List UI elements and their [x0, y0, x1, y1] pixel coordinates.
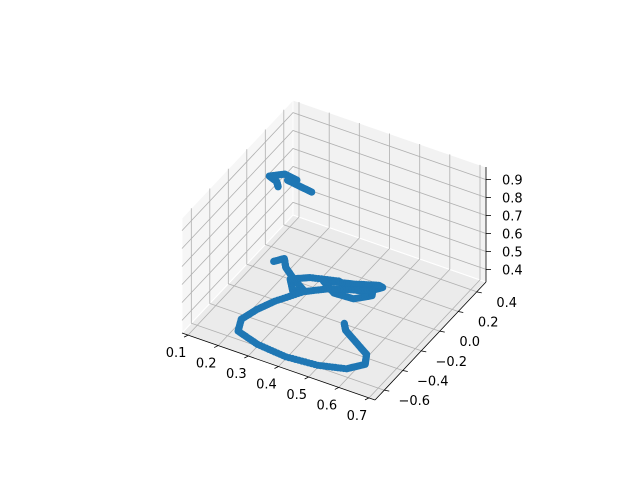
scatter-point: [340, 319, 348, 327]
z-tick-label: 0.6: [502, 227, 523, 242]
scatter-point: [308, 188, 316, 196]
tick-labels: 0.1 0.2 0.3 0.4 0.5 0.6 0.7 −0.6 −0.4 −0.2 0.0 0.2 0…: [166, 174, 523, 424]
y-tick-mark: [421, 350, 427, 353]
y-tick-mark: [476, 291, 482, 294]
y-tick-label: 0.2: [478, 316, 499, 331]
x-tick-mark: [334, 387, 339, 390]
x-tick-mark: [304, 376, 309, 380]
z-tick-label: 0.5: [502, 245, 523, 260]
y-tick-label: 0.0: [459, 335, 480, 350]
y-grid-line: [209, 188, 403, 371]
x-grid-line: [217, 112, 330, 346]
x-grid-line: [368, 164, 481, 399]
z-grid-line: [181, 112, 487, 231]
y-tick-mark: [384, 389, 390, 392]
y-axis-line: [374, 281, 487, 401]
y-tick-mark: [439, 330, 445, 333]
z-tick-label: 0.8: [502, 192, 523, 207]
x-tick-mark: [214, 345, 219, 348]
z-tick-label: 0.4: [502, 263, 523, 278]
x-grid-line: [278, 133, 390, 367]
y-grid-line: [283, 109, 477, 293]
x-grid-line: [248, 123, 360, 357]
x-tick-mark: [244, 355, 249, 359]
x-grid-line: [338, 154, 451, 388]
y-tick-label: −0.6: [398, 394, 430, 409]
x-tick-label: 0.1: [166, 346, 187, 361]
z-grid-line: [181, 130, 487, 249]
x-tick-label: 0.6: [316, 398, 337, 413]
y-grid-line: [227, 168, 422, 352]
data-points: [234, 170, 387, 373]
z-grid-line: [181, 166, 487, 285]
x-tick-label: 0.2: [196, 357, 217, 372]
x-grid-line: [187, 102, 300, 336]
axis-lines: [181, 167, 491, 401]
y-tick-label: −0.4: [417, 375, 449, 390]
x-grid-line: [308, 144, 421, 378]
y-tick-mark: [402, 370, 408, 372]
x-tick-mark: [183, 334, 189, 338]
x-tick-label: 0.3: [226, 367, 247, 382]
y-grid-line: [246, 149, 440, 332]
z-grid-line: [181, 201, 487, 321]
y-tick-label: 0.4: [496, 296, 517, 311]
y-grid-line: [264, 129, 459, 312]
z-tick-label: 0.7: [502, 210, 523, 225]
x-tick-mark: [274, 366, 279, 369]
x-tick-label: 0.7: [347, 409, 368, 424]
y-tick-mark: [458, 311, 464, 313]
y-tick-label: −0.2: [435, 355, 467, 370]
x-tick-label: 0.4: [256, 378, 277, 393]
x-tick-mark: [364, 397, 370, 401]
x-tick-label: 0.5: [286, 388, 307, 403]
z-tick-label: 0.9: [502, 174, 523, 189]
z-grid-line: [181, 148, 487, 267]
